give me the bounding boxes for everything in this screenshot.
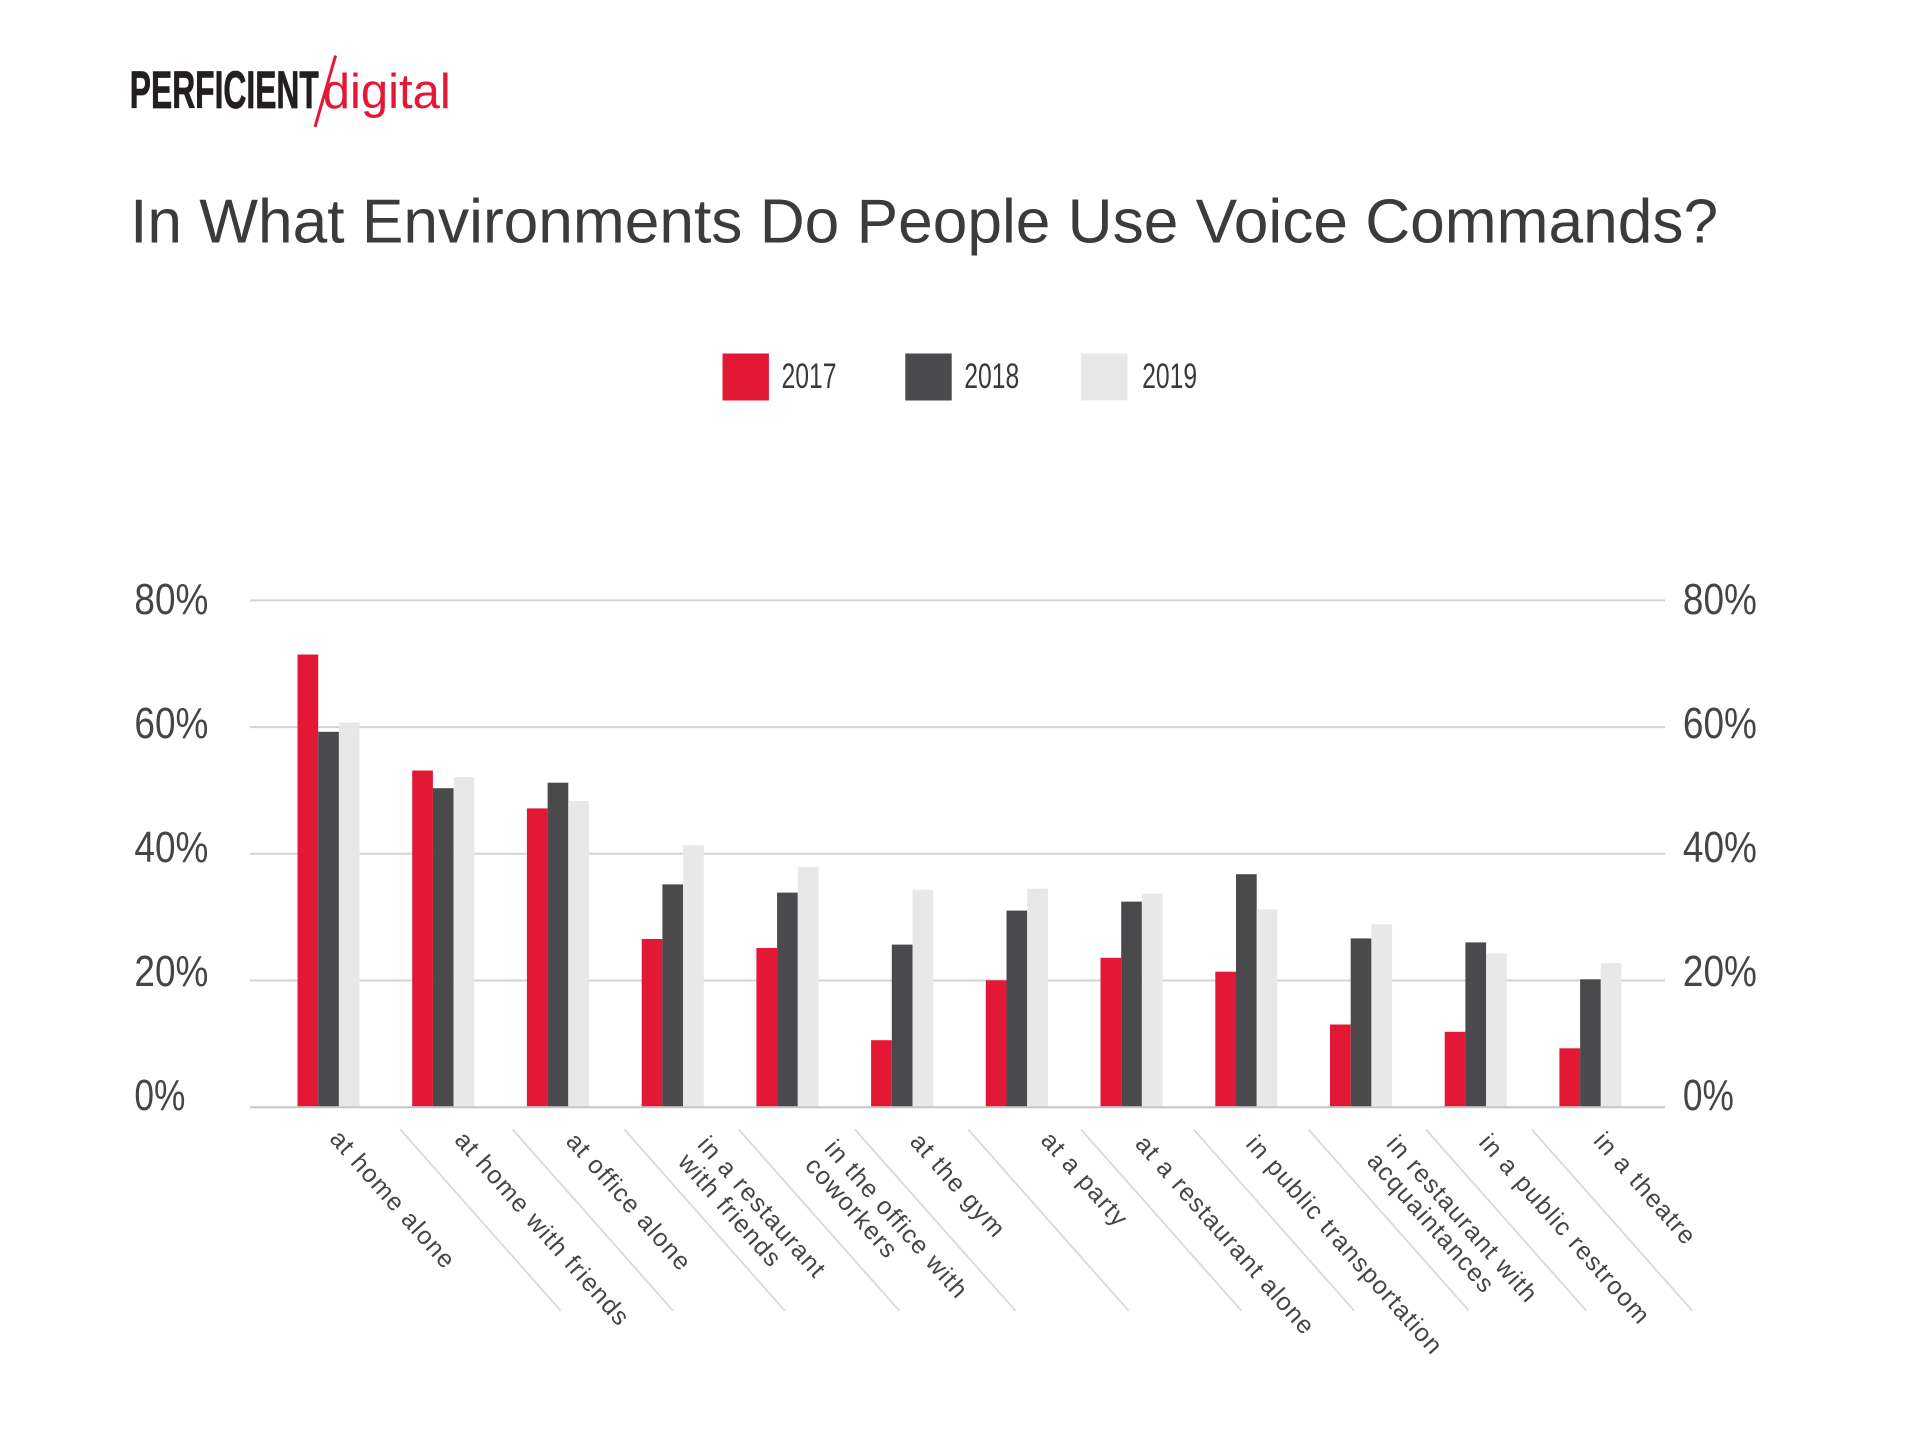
svg-text:2018: 2018 [964, 357, 1019, 396]
svg-text:40%: 40% [1683, 823, 1757, 872]
svg-text:60%: 60% [1683, 699, 1757, 748]
svg-text:2019: 2019 [1142, 357, 1197, 396]
svg-text:80%: 80% [1683, 575, 1757, 624]
svg-text:40%: 40% [134, 823, 208, 872]
svg-text:2017: 2017 [782, 357, 837, 396]
svg-text:0%: 0% [134, 1071, 185, 1120]
svg-text:60%: 60% [134, 699, 208, 748]
svg-text:In What Environments Do People: In What Environments Do People Use Voice… [130, 188, 1718, 257]
svg-text:20%: 20% [1683, 947, 1757, 996]
svg-text:80%: 80% [134, 575, 208, 624]
svg-text:digital: digital [323, 65, 451, 119]
svg-text:0%: 0% [1683, 1071, 1734, 1120]
svg-text:20%: 20% [134, 947, 208, 996]
svg-text:PERFICIENT: PERFICIENT [130, 61, 319, 120]
